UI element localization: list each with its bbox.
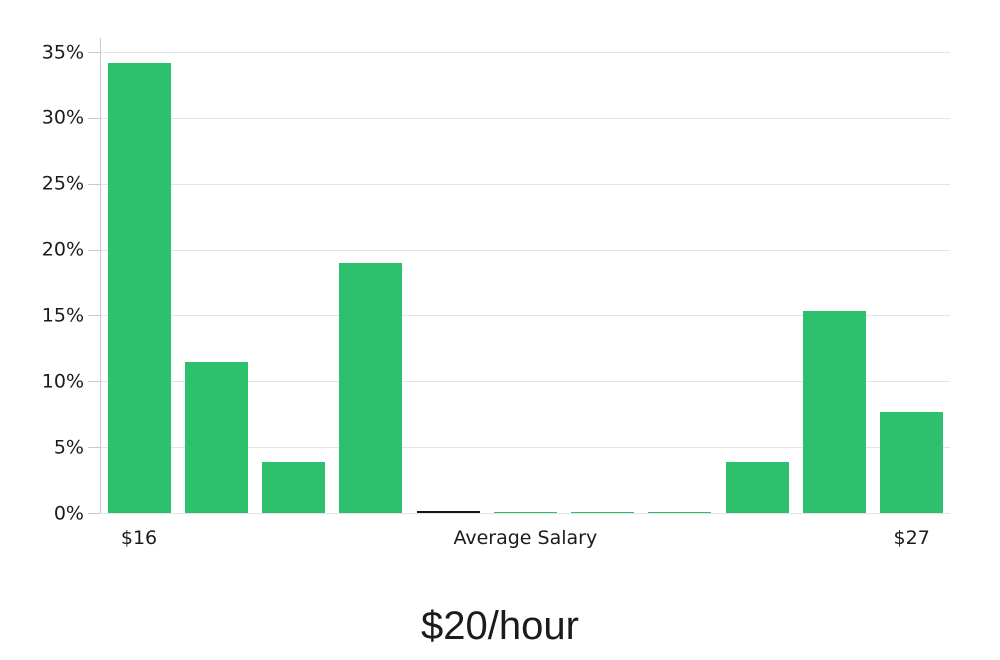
y-tick-mark <box>88 447 100 449</box>
chart-title: $20/hour <box>421 604 579 648</box>
y-tick-mark <box>88 183 100 185</box>
y-tick-label: 30% <box>41 106 84 129</box>
y-tick-label: 35% <box>41 41 84 63</box>
y-tick-mark <box>88 315 100 317</box>
y-tick-mark <box>88 249 100 251</box>
bar <box>262 461 326 513</box>
y-tick-label: 5% <box>53 436 84 459</box>
x-tick-label: $16 <box>120 527 158 549</box>
gridline <box>100 447 950 449</box>
y-tick-label: 15% <box>41 304 84 327</box>
x-tick-label: Average Salary <box>453 527 598 549</box>
y-tick-mark <box>88 513 100 514</box>
y-tick-mark <box>88 381 100 383</box>
gridline <box>100 513 950 514</box>
gridline <box>100 381 950 383</box>
gridline <box>100 52 950 53</box>
gridline <box>100 315 950 317</box>
y-tick-label: 10% <box>41 370 84 393</box>
bar <box>339 262 403 513</box>
bar <box>648 511 712 513</box>
bar <box>725 461 789 513</box>
bar <box>880 411 944 513</box>
y-tick-label: 25% <box>41 172 84 195</box>
y-tick-mark <box>88 117 100 119</box>
gridline <box>100 249 950 251</box>
bar <box>493 511 557 513</box>
gridline <box>100 117 950 119</box>
x-tick-label: $27 <box>893 527 930 549</box>
bar <box>416 511 480 513</box>
y-tick-label: 20% <box>41 238 84 261</box>
y-tick-mark <box>88 52 100 53</box>
y-axis-spine <box>100 38 101 513</box>
bar <box>802 311 866 513</box>
bar <box>571 511 635 513</box>
bar <box>184 361 248 513</box>
bar <box>107 62 171 513</box>
y-tick-label: 0% <box>53 502 84 524</box>
gridline <box>100 183 950 185</box>
